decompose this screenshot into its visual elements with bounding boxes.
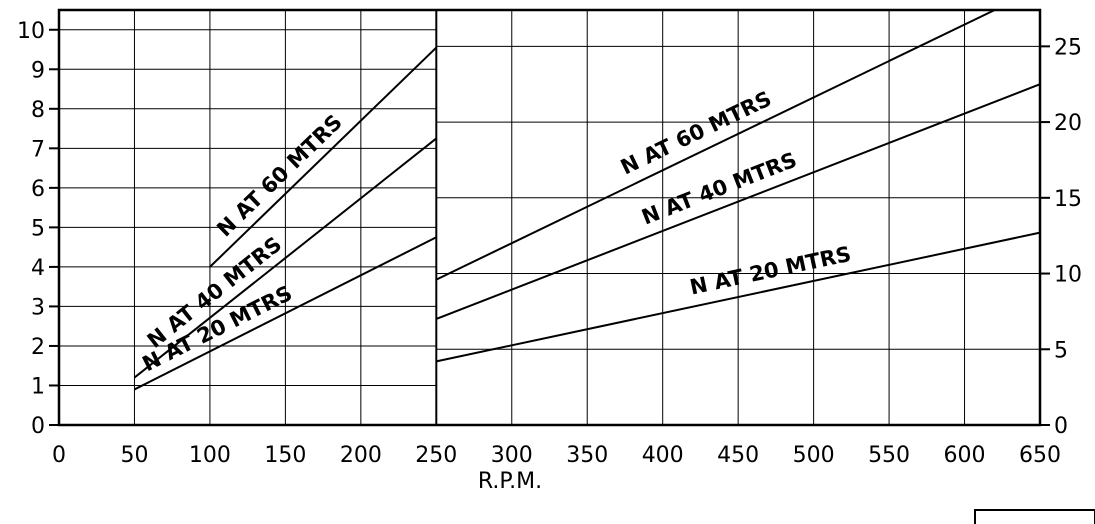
right-tick-label: 10	[1054, 263, 1082, 288]
left-tick-label: 6	[31, 177, 45, 202]
x-tick-label: 450	[717, 443, 759, 468]
left-tick-label: 5	[31, 216, 45, 241]
left-tick-label: 4	[31, 256, 45, 281]
x-tick-label: 600	[944, 443, 986, 468]
x-axis-title: R.P.M.	[478, 469, 542, 494]
left-tick-label: 10	[17, 19, 45, 44]
x-tick-label: 100	[189, 443, 231, 468]
x-tick-label: 250	[415, 443, 457, 468]
left-tick-label: 2	[31, 335, 45, 360]
curve-left	[134, 236, 437, 391]
x-tick-label: 0	[52, 443, 66, 468]
plot-frame	[57, 8, 1042, 427]
right-tick-label: 0	[1054, 414, 1068, 439]
curve-left	[209, 46, 438, 268]
left-tick-label: 1	[31, 374, 45, 399]
curve-left	[133, 137, 437, 379]
left-tick-label: 0	[31, 414, 45, 439]
curve-right	[435, 9, 996, 281]
x-tick-label: 650	[1019, 443, 1061, 468]
right-tick-label: 5	[1054, 338, 1068, 363]
right-tick-label: 20	[1054, 111, 1082, 136]
x-tick-label: 150	[264, 443, 306, 468]
title-box-fragment	[974, 509, 1095, 524]
right-tick-label: 15	[1054, 187, 1082, 212]
right-tick-label: 25	[1054, 35, 1082, 60]
x-tick-label: 500	[793, 443, 835, 468]
curve-right	[435, 83, 1041, 320]
curve-right	[436, 231, 1041, 363]
x-tick-label: 400	[642, 443, 684, 468]
x-tick-label: 300	[491, 443, 533, 468]
x-tick-label: 350	[566, 443, 608, 468]
left-tick-label: 8	[31, 98, 45, 123]
left-tick-label: 3	[31, 295, 45, 320]
x-tick-label: 200	[340, 443, 382, 468]
grid	[57, 8, 1042, 427]
x-tick-label: 550	[868, 443, 910, 468]
curves	[133, 9, 1041, 391]
left-tick-label: 7	[31, 137, 45, 162]
curve-label-left: N AT 60 MTRS	[212, 110, 347, 242]
left-tick-label: 9	[31, 58, 45, 83]
x-tick-label: 50	[120, 443, 148, 468]
